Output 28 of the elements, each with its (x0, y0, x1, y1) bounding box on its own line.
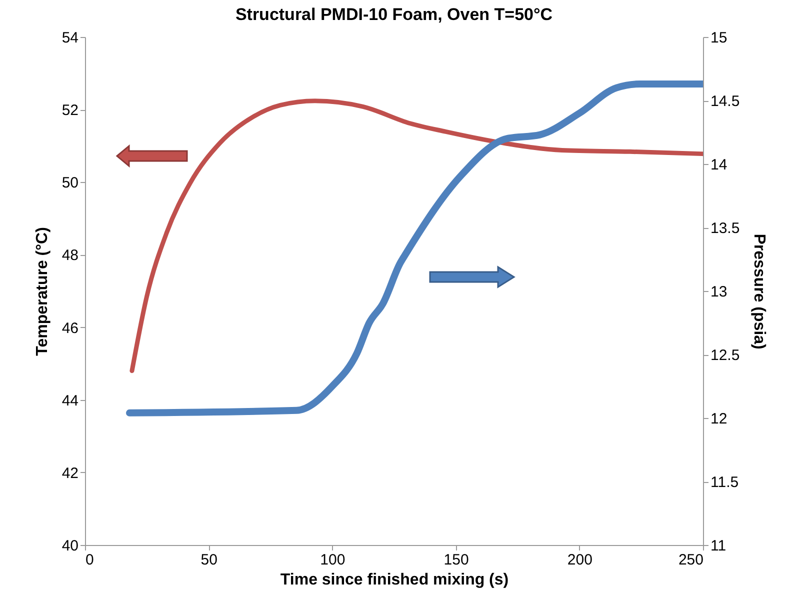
chart-title: Structural PMDI-10 Foam, Oven T=50°C (235, 5, 553, 24)
x-axis-title: Time since finished mixing (s) (280, 572, 509, 588)
y-axis-title: Temperature (°C) (34, 227, 51, 356)
y-tick-label: 50 (62, 174, 78, 192)
x-tick-label: 150 (444, 552, 469, 568)
y-tick-label: 52 (62, 102, 78, 120)
y-tick-label: 44 (62, 392, 78, 410)
y2-tick-label: 14.5 (710, 93, 740, 110)
y-tick-label: 42 (62, 464, 78, 482)
y2-tick-label: 11 (710, 538, 726, 554)
y-tick-label: 40 (62, 538, 78, 554)
y2-tick-label: 13 (710, 284, 728, 300)
y-tick-label: 48 (62, 247, 78, 264)
y2-tick-label: 13.5 (710, 220, 740, 237)
y2-tick-label: 11.5 (710, 474, 739, 491)
x-tick-label: 100 (320, 552, 346, 568)
y2-axis-title: Pressure (psia) (750, 234, 768, 350)
y2-tick-label: 15 (710, 30, 728, 46)
x-tick-label: 200 (567, 552, 592, 568)
line-series (130, 98, 703, 374)
y2-tick-label: 14 (710, 156, 728, 174)
y2-tick-label: 12 (710, 410, 728, 428)
y-tick-label: 54 (62, 30, 78, 46)
x-tick-label: 0 (86, 552, 94, 568)
y2-tick-label: 12.5 (710, 347, 740, 364)
x-tick-label: 50 (200, 552, 218, 568)
y-tick-label: 46 (62, 320, 78, 337)
x-tick-label: 250 (678, 552, 704, 568)
